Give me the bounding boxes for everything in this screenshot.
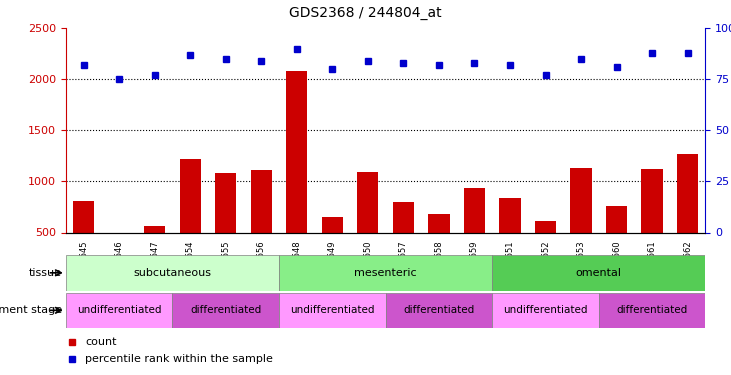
Bar (599, 292, 705, 328)
Text: subcutaneous: subcutaneous (133, 268, 211, 278)
Bar (286, 71, 308, 232)
Text: count: count (85, 337, 116, 347)
Bar (279, 255, 492, 291)
Bar (180, 159, 201, 232)
Bar (535, 221, 556, 232)
Bar (428, 214, 450, 232)
Text: mesenteric: mesenteric (355, 268, 417, 278)
Bar (251, 170, 272, 232)
Bar (144, 226, 165, 232)
Text: tissue: tissue (29, 268, 62, 278)
Bar (73, 201, 94, 232)
Bar (492, 292, 599, 328)
Bar (606, 206, 627, 232)
Bar (279, 292, 386, 328)
Text: differentiated: differentiated (404, 305, 474, 315)
Bar (492, 255, 705, 291)
Bar (108, 232, 130, 279)
Text: undifferentiated: undifferentiated (290, 305, 374, 315)
Text: differentiated: differentiated (616, 305, 688, 315)
Bar (570, 168, 591, 232)
Text: differentiated: differentiated (190, 305, 261, 315)
Bar (393, 202, 414, 232)
Bar (173, 292, 279, 328)
Bar (463, 188, 485, 232)
Bar (386, 292, 492, 328)
Bar (66, 292, 173, 328)
Text: undifferentiated: undifferentiated (77, 305, 162, 315)
Text: undifferentiated: undifferentiated (503, 305, 588, 315)
Bar (322, 217, 343, 232)
Text: development stage: development stage (0, 305, 62, 315)
Text: percentile rank within the sample: percentile rank within the sample (85, 354, 273, 364)
Bar (215, 173, 236, 232)
Bar (641, 169, 663, 232)
Bar (499, 198, 520, 232)
Bar (66, 255, 279, 291)
Text: GDS2368 / 244804_at: GDS2368 / 244804_at (289, 6, 442, 20)
Bar (677, 154, 698, 232)
Text: omental: omental (576, 268, 622, 278)
Bar (357, 172, 379, 232)
